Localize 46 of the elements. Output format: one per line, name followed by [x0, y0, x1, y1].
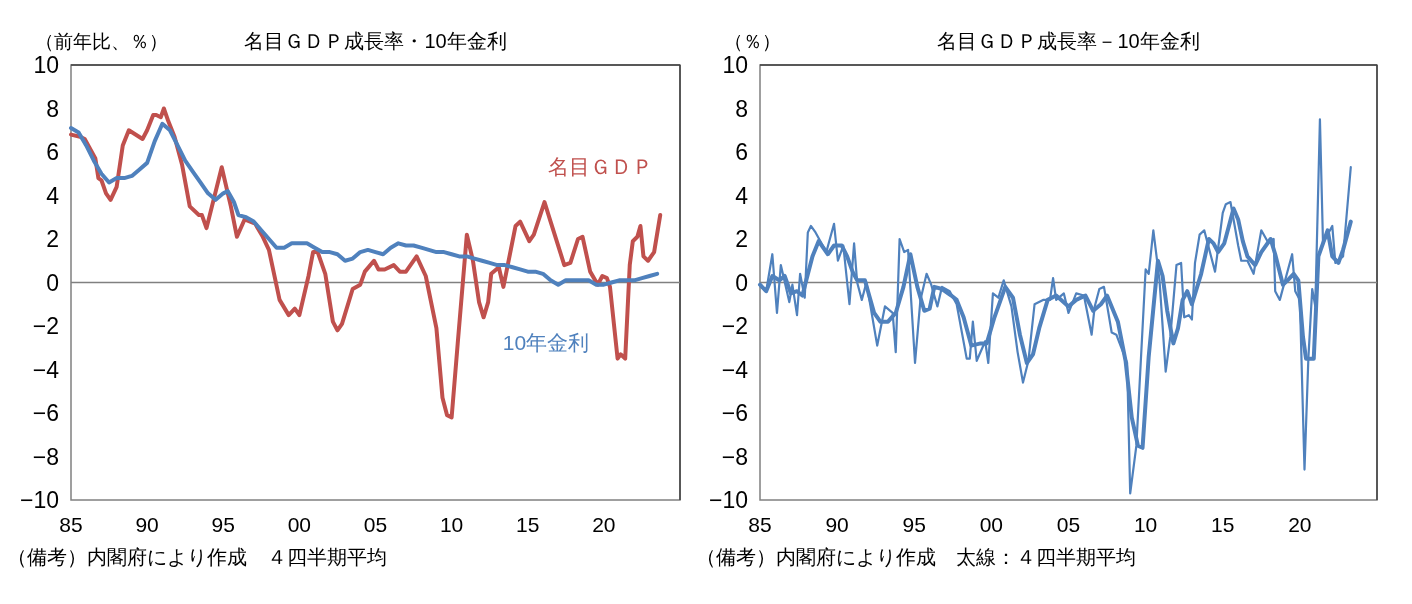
y-tick-label: −6 — [32, 400, 59, 426]
x-tick-label: 10 — [439, 513, 464, 536]
y-tick-label: −10 — [708, 487, 748, 513]
y-tick-label: −2 — [32, 313, 59, 339]
x-tick-label: 90 — [825, 513, 849, 536]
series-label: 名目ＧＤＰ — [548, 154, 654, 178]
text: 10年金利 — [502, 330, 590, 354]
y-tick-label: −4 — [32, 356, 60, 383]
y-axis-title: （前年比、％） — [35, 31, 168, 52]
y-tick-label: 10 — [33, 52, 59, 78]
chart-title: 名目ＧＤＰ成長率・10年金利 — [244, 30, 507, 52]
x-tick-label: 20 — [592, 513, 616, 536]
text: （備考）内閣府により作成 太線：４四半期平均 — [696, 546, 1136, 568]
x-tick-label: 15 — [1211, 513, 1235, 536]
x-tick-label: 20 — [1288, 513, 1312, 536]
y-tick-label: 6 — [735, 139, 748, 165]
y-tick-label: 10 — [722, 52, 748, 78]
y-tick-label: −8 — [32, 443, 59, 470]
y-tick-label: 2 — [735, 226, 748, 252]
y-tick-label: 0 — [46, 269, 59, 296]
x-tick-label: 05 — [363, 513, 388, 536]
x-tick-label: 90 — [135, 513, 159, 536]
x-tick-label: 00 — [979, 513, 1004, 536]
y-tick-label: −2 — [721, 313, 748, 339]
text: （備考）内閣府により作成 ４四半期平均 — [7, 546, 387, 568]
y-tick-label: 4 — [46, 182, 60, 209]
y-tick-label: −6 — [721, 400, 748, 426]
y-tick-label: 6 — [46, 139, 59, 165]
y-axis-title: （％） — [724, 31, 781, 52]
y-tick-label: −8 — [721, 443, 748, 470]
y-tick-label: 8 — [735, 95, 748, 122]
y-tick-label: 4 — [735, 182, 749, 209]
y-tick-label: 8 — [46, 95, 59, 122]
y-tick-label: 2 — [46, 226, 59, 252]
y-tick-label: 0 — [735, 269, 748, 296]
x-tick-label: 95 — [902, 513, 926, 536]
x-tick-label: 00 — [287, 513, 312, 536]
x-tick-label: 05 — [1056, 513, 1081, 536]
x-tick-label: 85 — [748, 513, 772, 536]
x-tick-label: 15 — [516, 513, 540, 536]
y-tick-label: −4 — [721, 356, 749, 383]
chart-title: 名目ＧＤＰ成長率－10年金利 — [937, 30, 1200, 52]
x-tick-label: 10 — [1133, 513, 1158, 536]
y-tick-label: −10 — [19, 487, 59, 513]
x-tick-label: 85 — [59, 513, 83, 536]
x-tick-label: 95 — [211, 513, 235, 536]
